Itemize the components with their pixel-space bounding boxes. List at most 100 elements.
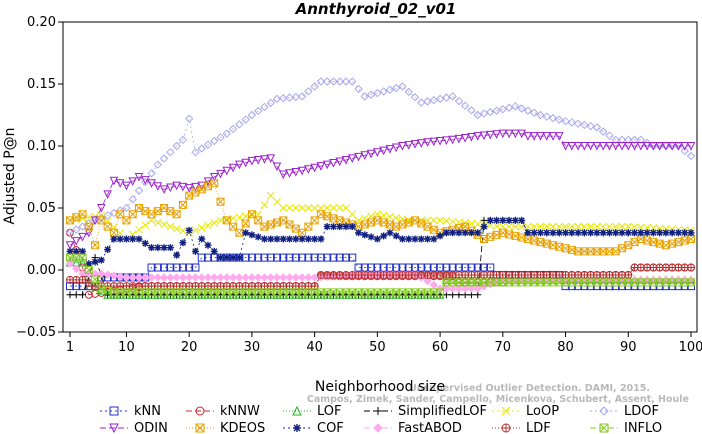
data-point	[662, 229, 670, 237]
legend-marker	[599, 406, 609, 416]
data-point	[524, 222, 532, 231]
data-point	[197, 223, 206, 232]
data-point	[184, 184, 194, 193]
data-point	[454, 284, 464, 293]
data-point	[361, 231, 369, 239]
legend-label: LDOF	[624, 404, 659, 419]
data-point	[272, 162, 282, 172]
data-point	[404, 87, 413, 97]
data-point	[272, 94, 282, 104]
data-point	[191, 147, 200, 157]
data-point	[217, 254, 225, 262]
series-cof	[66, 216, 695, 268]
data-point	[84, 266, 93, 274]
data-point	[134, 186, 144, 195]
data-point	[104, 246, 112, 254]
data-point	[185, 263, 194, 272]
data-point	[179, 239, 187, 247]
data-point	[159, 273, 169, 282]
legend-item-fastabod: FastABOD	[364, 421, 462, 434]
data-point	[448, 275, 457, 284]
data-point	[687, 278, 695, 287]
data-point	[605, 142, 614, 151]
data-point	[197, 144, 206, 153]
data-point	[222, 129, 232, 138]
data-point	[304, 235, 312, 243]
data-point	[260, 155, 269, 164]
data-point	[266, 191, 275, 200]
data-point	[460, 133, 470, 143]
data-point	[222, 166, 232, 176]
data-point	[147, 179, 156, 188]
data-point	[536, 222, 545, 231]
legend-item-knn: kNN	[100, 404, 161, 419]
legend-marker	[374, 407, 382, 415]
data-point	[160, 263, 169, 272]
data-point	[204, 241, 212, 249]
data-point	[84, 222, 93, 231]
data-point	[624, 222, 633, 231]
y-axis-label: Adjusted P@n	[2, 127, 18, 224]
legend-marker	[195, 406, 205, 416]
data-point	[172, 210, 181, 219]
data-point	[373, 235, 381, 243]
data-point	[605, 131, 614, 140]
data-point	[429, 280, 439, 290]
data-point	[248, 231, 256, 239]
data-point	[448, 284, 457, 293]
x-tick-label: 10	[118, 340, 135, 355]
legend-label: LDF	[526, 421, 551, 434]
data-point	[656, 229, 664, 237]
data-point	[78, 253, 87, 262]
data-point	[253, 156, 263, 165]
data-point	[135, 235, 143, 243]
data-point	[587, 229, 595, 237]
data-point	[322, 160, 332, 170]
data-point	[210, 219, 219, 227]
data-point	[530, 222, 539, 231]
data-point	[71, 237, 81, 246]
data-point	[266, 253, 275, 262]
data-point	[686, 151, 696, 161]
data-point	[279, 94, 288, 103]
data-point	[373, 88, 382, 98]
data-point	[642, 138, 652, 148]
series-line	[69, 81, 692, 234]
data-point	[562, 229, 570, 237]
data-point	[197, 253, 206, 262]
data-point	[297, 92, 307, 101]
data-point	[523, 132, 533, 141]
data-point	[649, 229, 657, 237]
data-point	[405, 235, 413, 243]
data-point	[109, 271, 119, 280]
data-point	[636, 223, 645, 232]
x-tick-label: 70	[495, 340, 512, 355]
data-point	[599, 222, 608, 231]
data-point	[273, 253, 281, 262]
data-point	[423, 138, 432, 147]
legend-marker	[292, 405, 302, 416]
data-point	[91, 241, 100, 250]
data-point	[323, 253, 332, 262]
data-point	[153, 273, 163, 282]
data-point	[103, 270, 112, 279]
data-point	[429, 137, 439, 147]
data-point	[542, 132, 552, 141]
x-tick-label: 30	[244, 340, 261, 355]
data-point	[642, 142, 652, 151]
data-point	[140, 176, 150, 185]
data-point	[153, 160, 163, 169]
data-point	[285, 253, 294, 262]
data-point	[554, 132, 564, 141]
x-tick-label: 100	[679, 340, 702, 355]
x-tick-label: 40	[306, 340, 323, 355]
x-tick-label: 80	[557, 340, 574, 355]
legend-item-knnw: kNNW	[186, 404, 260, 419]
data-point	[141, 239, 149, 247]
data-point	[517, 129, 526, 139]
data-point	[398, 82, 407, 91]
data-point	[341, 77, 351, 86]
x-axis-label: Neighborhood size	[315, 379, 445, 395]
data-point	[241, 219, 250, 228]
data-point	[147, 169, 156, 178]
